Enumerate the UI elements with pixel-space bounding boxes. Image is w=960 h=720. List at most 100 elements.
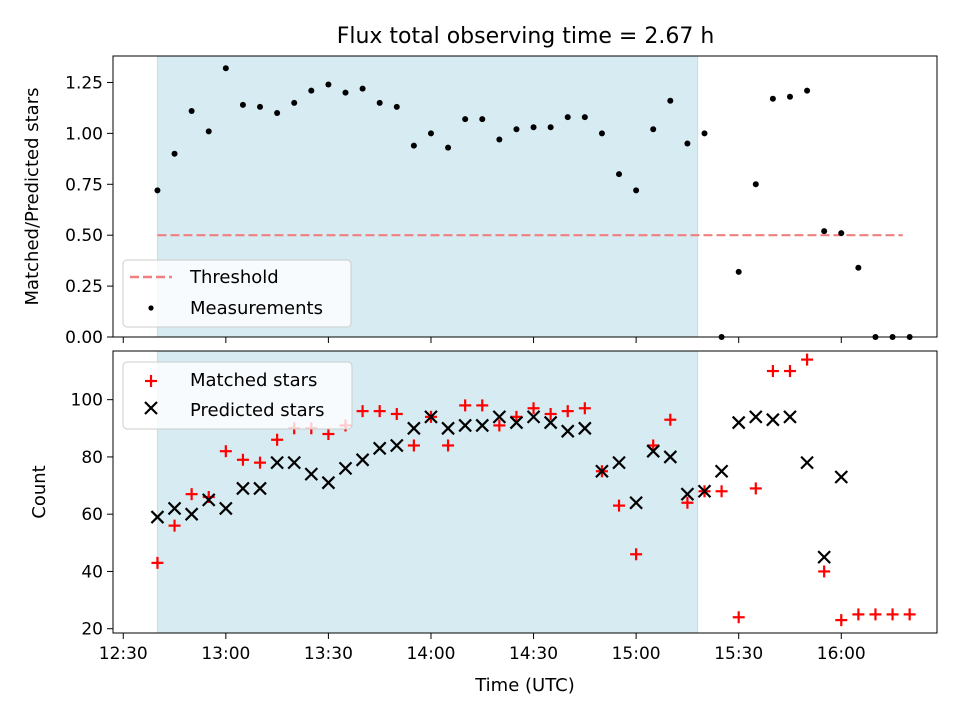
measurement-point [274, 110, 281, 117]
predicted-star-stroke-b [424, 410, 438, 424]
matched-star-point [903, 608, 916, 621]
matched-star-point [681, 496, 694, 509]
matched-star-point [783, 365, 796, 378]
matched-star-point [869, 608, 882, 621]
predicted-star-stroke-b [749, 410, 763, 424]
predicted-star-point [646, 444, 660, 458]
predicted-star-stroke-b [680, 487, 695, 501]
predicted-star-stroke-b [236, 481, 250, 496]
measurement-point [171, 150, 178, 157]
predicted-star-stroke-b [834, 470, 849, 484]
predicted-star-stroke-b [219, 501, 233, 516]
measurement-point [650, 126, 657, 133]
predicted-star-stroke-b [441, 421, 455, 436]
measurement-point [786, 93, 793, 100]
measurement-point [222, 65, 229, 72]
bottom-y-axis: 20 40 60 80 100 [71, 391, 113, 640]
bottom-y-tick-label: 80 [81, 448, 103, 468]
measurement-point [769, 95, 776, 102]
matched-star-point [664, 413, 677, 426]
predicted-star-stroke-b [167, 501, 182, 516]
bottom-legend: Matched stars Predicted stars [122, 361, 353, 430]
measurements-legend-label: Measurements [190, 298, 323, 319]
predicted-star-stroke-b [783, 410, 797, 424]
top-x-axis [122, 337, 842, 343]
measurement-point [479, 116, 486, 123]
predicted-star-point [219, 501, 233, 516]
predicted-stars-points [150, 410, 849, 564]
measurement-point [291, 99, 298, 106]
bottom-y-tick-label: 40 [81, 562, 103, 582]
x-tick-label: 12:30 [99, 644, 148, 664]
predicted-star-stroke-b [629, 495, 643, 510]
top-y-axis: 0.00 0.25 0.50 0.75 1.00 1.25 [65, 73, 113, 348]
predicted-star-stroke-b [372, 441, 387, 456]
measurement-point [633, 187, 640, 194]
top-y-tick-label: 0.75 [65, 175, 103, 195]
matched-star-point [442, 439, 455, 452]
predicted-star-point [407, 421, 421, 436]
measurement-point [359, 85, 366, 92]
predicted-star-stroke-b [595, 464, 609, 479]
matched-star-point [801, 353, 814, 366]
measurement-point [564, 114, 571, 121]
x-tick-label: 13:30 [304, 644, 353, 664]
predicted-star-stroke-b [407, 421, 421, 436]
matched-star-point [835, 614, 848, 627]
predicted-star-stroke-b [184, 507, 199, 521]
predicted-star-stroke-b [543, 415, 558, 430]
predicted-star-point [150, 510, 165, 524]
matched-star-point [732, 611, 745, 624]
matched-star-point [185, 488, 198, 501]
x-tick-label: 15:30 [714, 644, 763, 664]
matched-star-point [715, 485, 728, 498]
matched-star-point [168, 519, 181, 532]
measurement-point [205, 128, 212, 135]
predicted-star-stroke-b [458, 418, 472, 433]
top-y-tick-label: 0.50 [65, 226, 103, 246]
matched-star-point [647, 439, 660, 452]
predicted-star-point [526, 410, 541, 424]
predicted-star-stroke-b [492, 410, 507, 424]
matched-star-point [749, 482, 762, 495]
bottom-legend-box [122, 361, 353, 430]
measurement-point [462, 116, 469, 123]
x-tick-label: 16:00 [817, 644, 866, 664]
predicted-star-stroke-b [766, 412, 780, 427]
matched-star-point [493, 419, 506, 432]
predicted-star-point [287, 455, 301, 470]
predicted-star-point [578, 421, 592, 436]
predicted-star-point [595, 464, 609, 479]
predicted-star-point [543, 415, 558, 430]
predicted-star-point [458, 418, 472, 433]
measurement-point [308, 87, 315, 94]
measurement-point [752, 181, 759, 188]
measurement-point [667, 97, 674, 104]
measurement-point [325, 81, 332, 88]
matched-star-point [390, 407, 403, 420]
predicted-star-point [321, 475, 336, 490]
predicted-star-point [697, 484, 712, 499]
matched-stars-legend-label: Matched stars [190, 370, 317, 391]
predicted-star-stroke-b [321, 475, 336, 490]
measurement-point [735, 268, 742, 275]
bottom-y-axis-label: Count [29, 465, 50, 518]
measurement-point [154, 187, 161, 194]
measurement-point [427, 130, 434, 137]
predicted-star-point [355, 453, 370, 467]
x-axis-label: Time (UTC) [474, 675, 575, 696]
top-y-axis-label: Matched/Predicted stars [22, 88, 43, 306]
bottom-y-tick-label: 20 [81, 620, 103, 640]
measurement-points [154, 65, 913, 340]
predicted-star-point [680, 487, 695, 501]
predicted-star-point [766, 412, 780, 427]
bottom-x-axis: 12:30 13:00 13:30 14:00 14:30 15:00 15:30 16:00 [99, 633, 866, 664]
predicted-star-stroke-b [253, 481, 267, 496]
predicted-star-point [749, 410, 763, 424]
predicted-star-stroke-b [731, 415, 746, 430]
measurement-point [547, 124, 554, 131]
bottom-y-tick-label: 100 [71, 391, 103, 411]
predicted-star-point [834, 470, 849, 484]
matched-star-point [476, 399, 489, 412]
measurement-point [513, 126, 520, 133]
